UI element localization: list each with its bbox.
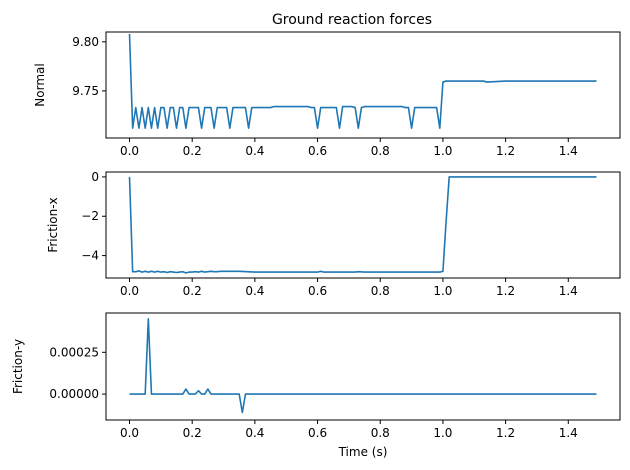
x-tick-label: 0.0 (120, 284, 139, 298)
x-tick-label: 1.4 (559, 284, 578, 298)
x-tick-label: 0.6 (308, 144, 327, 158)
x-tick-label: 0.2 (183, 284, 202, 298)
x-tick-label: 1.2 (496, 144, 515, 158)
subplot-1: 0.0 0.2 0.4 0.6 0.8 1.0 1.2 1.4 9.75 9.80 Normal (33, 31, 621, 158)
x-tick-label: 0.2 (183, 144, 202, 158)
y-tick-label: 0.00025 (49, 345, 99, 359)
series-line-1-1 (128, 33, 597, 129)
x-tick-label: 0.0 (120, 144, 139, 158)
x-tick-label: 1.2 (496, 284, 515, 298)
x-tick-label: 0.4 (245, 426, 264, 440)
x-tick-label: 1.0 (433, 284, 452, 298)
series-line-2-1 (128, 176, 597, 274)
axes-frame-1 (105, 31, 621, 139)
y-tick-label: 9.75 (72, 84, 99, 98)
x-tick-label: 0.8 (371, 284, 390, 298)
subplot-3: 0.0 0.2 0.4 0.6 0.8 1.0 1.2 1.4 0.00000 0.00025 Fr… (11, 312, 621, 459)
x-tick-label: 1.4 (559, 426, 578, 440)
x-tick-label: 1.0 (433, 144, 452, 158)
x-tick-label: 0.2 (183, 426, 202, 440)
x-tick-label: 0.0 (120, 426, 139, 440)
x-axis-label: Time (s) (338, 445, 388, 459)
y-tick-label: 9.80 (72, 35, 99, 49)
series-line-3-1 (129, 318, 597, 414)
x-tick-label: 0.6 (308, 284, 327, 298)
x-tick-label: 1.2 (496, 426, 515, 440)
x-tick-label: 1.0 (433, 426, 452, 440)
y-axis-label: Normal (33, 63, 47, 106)
chart-title: Ground reaction forces (272, 12, 432, 28)
y-tick-label: −2 (81, 209, 99, 223)
axes-frame-3 (105, 312, 621, 421)
subplots: 0.0 0.2 0.4 0.6 0.8 1.0 1.2 1.49.759.80Normal0.… (11, 31, 621, 459)
y-axis-label: Friction-y (11, 339, 25, 394)
x-tick-label: 0.4 (245, 284, 264, 298)
x-tick-label: 1.4 (559, 144, 578, 158)
x-tick-label: 0.8 (371, 426, 390, 440)
axes-frame-2 (105, 171, 621, 279)
x-tick-label: 0.8 (371, 144, 390, 158)
y-axis-label: Friction-x (46, 197, 60, 252)
y-tick-label: 0.00000 (49, 387, 99, 401)
subplot-2: 0.0 0.2 0.4 0.6 0.8 1.0 1.2 1.4 0 −2 −4 Friction-x (46, 170, 621, 298)
y-tick-label: 0 (91, 170, 99, 184)
x-tick-label: 0.6 (308, 426, 327, 440)
x-tick-label: 0.4 (245, 144, 264, 158)
y-tick-label: −4 (81, 249, 99, 263)
